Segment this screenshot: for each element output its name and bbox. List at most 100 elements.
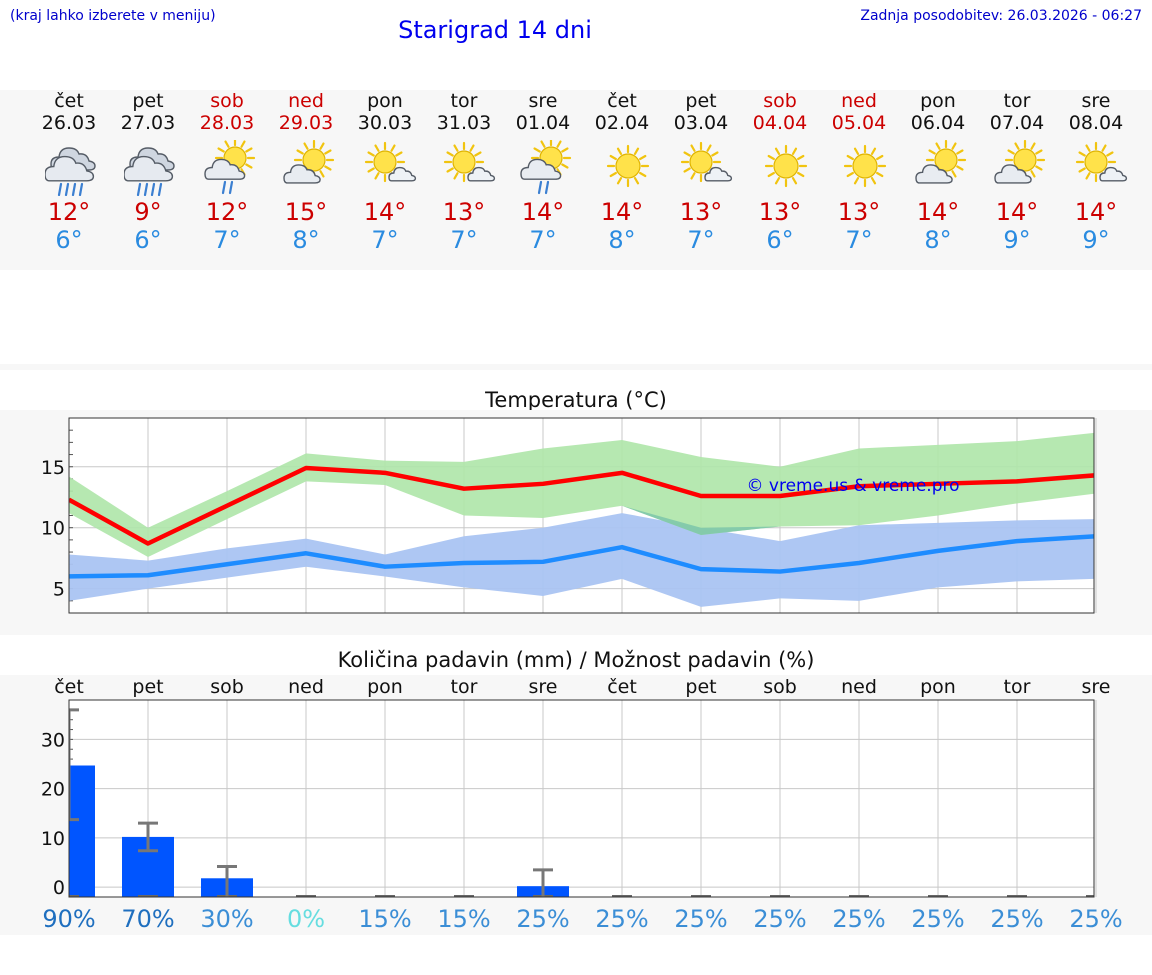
rain-drop [78, 182, 83, 196]
cloud-shape [993, 164, 1032, 184]
precipitation-probability: 30% [200, 905, 253, 933]
max-temperature: 14° [1074, 198, 1118, 226]
forecast-day: sre 01.04 14° 7° [504, 90, 583, 260]
max-temperature: 13° [442, 198, 486, 226]
day-date: 03.04 [673, 112, 729, 134]
y-tick-label: 30 [41, 729, 65, 751]
day-date: 05.04 [831, 112, 887, 134]
sun-ray [846, 171, 854, 178]
sun-ray [318, 170, 325, 178]
sun-ray [532, 147, 541, 153]
x-category-label: sob [763, 676, 797, 698]
cloud-shape [282, 164, 321, 184]
day-name: pon [367, 90, 403, 112]
day-name: tor [450, 90, 478, 112]
sun-ray [934, 142, 941, 150]
x-category-label: pon [920, 676, 956, 698]
precipitation-probability: 70% [121, 905, 174, 933]
rain-drop [71, 182, 76, 196]
sun-ray [791, 177, 797, 185]
sun-ray [1084, 144, 1091, 152]
plot-border [68, 699, 1095, 898]
forecast-strip [0, 90, 1152, 270]
max-temperature: 14° [521, 198, 565, 226]
sun-ray [394, 151, 403, 157]
sun-ray [323, 165, 332, 171]
day-date: 27.03 [120, 112, 176, 134]
min-temperature: 6° [134, 226, 162, 254]
sun-ray [445, 151, 454, 157]
min-temperature-line [69, 534, 1094, 579]
max-temperature: 12° [205, 198, 249, 226]
sun-cloud-icon [282, 140, 334, 184]
sun-ray [950, 170, 957, 178]
cloud-outline [123, 155, 173, 182]
day-date: 30.03 [357, 112, 413, 134]
sun-ray [870, 177, 876, 185]
cloud-shape [203, 158, 245, 180]
sun-ray [323, 149, 332, 155]
sun-ray [295, 149, 304, 155]
rain-drop [150, 182, 155, 196]
x-category-label: pet [685, 676, 716, 698]
precipitation-probability: 25% [595, 905, 648, 933]
sun-ray [609, 171, 617, 178]
temperature-series [69, 432, 1094, 607]
max-temperature: 14° [916, 198, 960, 226]
min-temperature: 7° [213, 226, 241, 254]
plot-border [68, 417, 1095, 614]
weather-icon-shapes [519, 140, 571, 195]
max-temperature-line [69, 465, 1094, 546]
min-temperature: 6° [766, 226, 794, 254]
sun-ray [1013, 142, 1020, 150]
day-name: sob [210, 90, 244, 112]
weather-icon-shapes [843, 144, 886, 188]
x-category-label: tor [1004, 676, 1031, 698]
sun-ray [633, 177, 639, 185]
sun-ray [555, 140, 562, 148]
precipitation-probability: 90% [42, 905, 95, 933]
sun-small-cloud-icon [680, 141, 732, 183]
forecast-day: sre 08.04 14° 9° [1057, 90, 1136, 260]
max-temperature: 13° [758, 198, 802, 226]
day-date: 01.04 [515, 112, 571, 134]
precipitation-chart-title: Količina padavin (mm) / Možnost padavin … [337, 648, 815, 672]
rain-drop [544, 180, 549, 195]
x-category-label: ned [288, 676, 324, 698]
sun-disc [372, 150, 397, 174]
cloud-shape [387, 166, 416, 182]
precipitation-probability: 25% [753, 905, 806, 933]
sun-ray [638, 154, 646, 161]
forecast-day: pon 06.04 14° 8° [899, 90, 978, 260]
day-date: 28.03 [199, 112, 255, 134]
max-temperature: 13° [679, 198, 723, 226]
sun-ray [853, 177, 859, 185]
forecast-day: čet 26.03 12° 6° [30, 90, 109, 260]
max-temperature: 14° [363, 198, 407, 226]
sun-ray [633, 147, 639, 155]
y-tick-label: 20 [41, 779, 65, 801]
sun-ray [1029, 142, 1036, 150]
sun-ray [774, 177, 780, 185]
sun-ray [244, 163, 253, 169]
rain-icon [123, 147, 175, 196]
min-temperature: 8° [924, 226, 952, 254]
sun-icon [843, 144, 886, 188]
day-name: ned [288, 90, 324, 112]
cloud-shape [44, 155, 94, 182]
day-date: 26.03 [41, 112, 97, 134]
sun-small-cloud-icon [1075, 141, 1127, 183]
max-temperature: 13° [837, 198, 881, 226]
weather-icon-shapes [914, 140, 966, 184]
rain-icon [44, 147, 96, 196]
sun-ray [796, 171, 804, 178]
forecast-day: pet 03.04 13° 7° [662, 90, 741, 260]
precipitation-probability: 25% [832, 905, 885, 933]
sun-ray [767, 154, 775, 161]
sun-cloud-drizzle-icon [203, 140, 255, 195]
max-temperature: 15° [284, 198, 328, 226]
weather-icon-shapes [443, 141, 495, 183]
sun-ray [244, 147, 253, 153]
cloud-outline [703, 166, 732, 182]
rain-drop [143, 182, 148, 196]
